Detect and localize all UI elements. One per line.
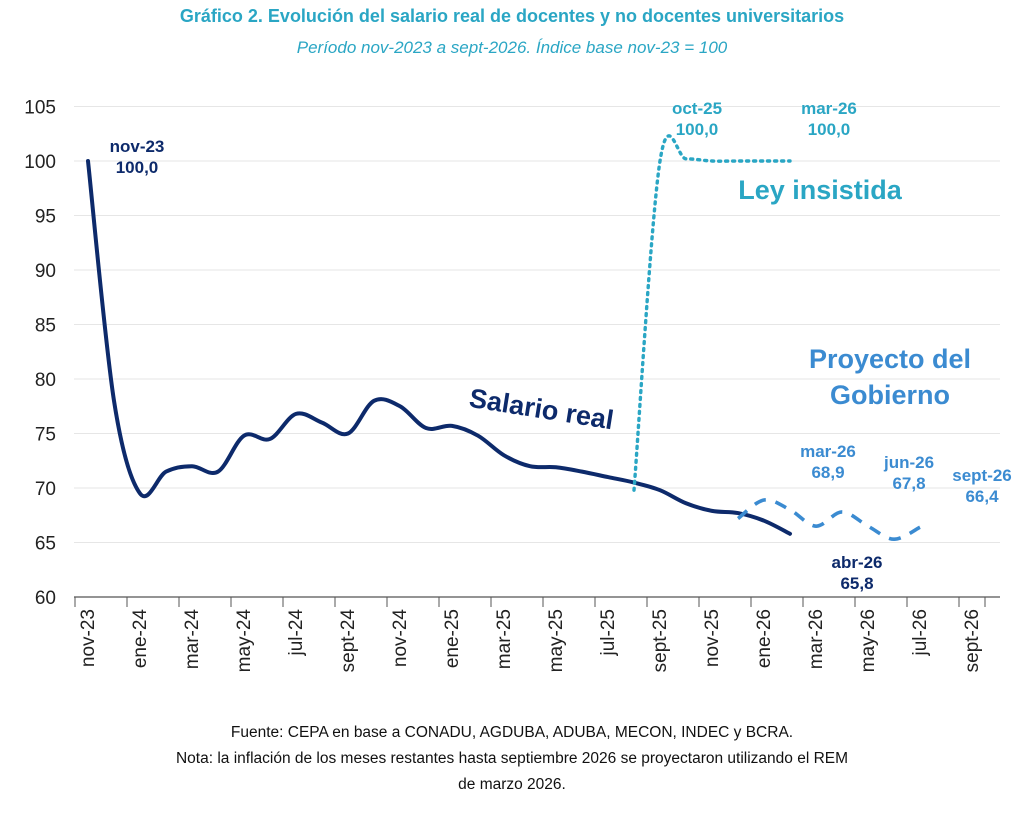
x-tick-label: mar-25 (494, 609, 515, 669)
annotation-jun26: 67,8 (892, 474, 925, 493)
footer-note: Nota: la inflación de los meses restante… (175, 750, 849, 767)
x-tick-label: may-25 (546, 609, 567, 672)
chart-subtitle: Período nov-2023 a sept-2026. Índice bas… (296, 38, 728, 57)
y-tick-label: 85 (35, 316, 56, 337)
y-tick-label: 75 (35, 425, 56, 446)
annotation-jun26: jun-26 (883, 453, 934, 472)
annotation-abr26: abr-26 (831, 553, 882, 572)
x-tick-label: ene-26 (754, 609, 775, 668)
series-label-proyecto: Gobierno (830, 380, 950, 410)
x-tick-label: nov-24 (390, 609, 411, 668)
annotation-sept26: 66,4 (965, 487, 999, 506)
chart-title: Gráfico 2. Evolución del salario real de… (179, 6, 845, 26)
annotation-nov23: 100,0 (116, 158, 159, 177)
y-tick-label: 65 (35, 534, 56, 555)
annotation-mar26proj: 68,9 (811, 463, 844, 482)
annotation-abr26: 65,8 (840, 574, 873, 593)
x-tick-label: sept-24 (338, 609, 359, 673)
salario-real-line (86, 159, 792, 536)
y-tick-label: 80 (35, 370, 56, 391)
x-tick-label: jul-24 (286, 609, 307, 657)
y-tick-label: 60 (35, 588, 56, 609)
footer-source: Fuente: CEPA en base a CONADU, AGDUBA, A… (230, 724, 794, 741)
x-tick-label: ene-24 (130, 609, 151, 669)
series-label-salario: Salario real (467, 383, 615, 435)
annotation-oct25: oct-25 (672, 99, 722, 118)
y-tick-label: 100 (24, 152, 56, 173)
y-tick-label: 90 (35, 261, 56, 282)
series-label-proyecto: Proyecto del (809, 344, 971, 374)
x-tick-label: nov-25 (702, 609, 723, 667)
x-tick-label: ene-25 (442, 609, 463, 668)
annotation-mar26top: mar-26 (801, 99, 857, 118)
y-tick-label: 95 (35, 207, 56, 228)
y-tick-label: 70 (35, 479, 56, 500)
ley-insistida-line (632, 134, 792, 492)
x-tick-label: may-24 (234, 609, 255, 673)
annotation-mar26top: 100,0 (808, 120, 851, 139)
annotation-sept26: sept-26 (952, 466, 1012, 485)
x-tick-label: jul-26 (910, 609, 931, 656)
proyecto-gobierno-line (736, 498, 921, 542)
x-tick-label: sept-26 (962, 609, 983, 672)
series-label-ley: Ley insistida (738, 175, 903, 205)
annotation-mar26proj: mar-26 (800, 442, 856, 461)
x-tick-label: mar-26 (806, 609, 827, 669)
x-tick-label: may-26 (858, 609, 879, 672)
footer-note-cont: de marzo 2026. (458, 776, 566, 793)
x-tick-label: sept-25 (650, 609, 671, 672)
annotation-nov23: nov-23 (110, 137, 165, 156)
y-tick-label: 105 (24, 98, 56, 119)
x-tick-label: nov-23 (78, 609, 99, 667)
annotation-oct25: 100,0 (676, 120, 719, 139)
x-tick-label: jul-25 (598, 609, 619, 656)
x-tick-label: mar-24 (182, 609, 203, 670)
